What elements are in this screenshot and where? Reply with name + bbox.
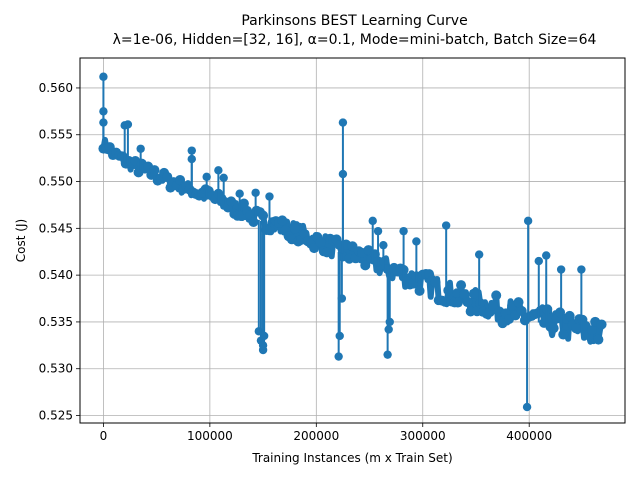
series-marker: [548, 323, 559, 334]
series-marker: [321, 247, 332, 258]
x-axis-ticks: 0 100000 200000 300000 400000: [100, 423, 552, 443]
series-marker: [587, 325, 598, 336]
spike-marker: [441, 221, 451, 230]
spike-marker: [412, 237, 421, 246]
series-marker: [452, 297, 463, 308]
series-marker: [488, 300, 499, 311]
series-marker: [513, 297, 524, 308]
chart-subtitle: λ=1e-06, Hidden=[32, 16], α=0.1, Mode=mi…: [113, 32, 597, 48]
series-marker: [315, 237, 326, 248]
data-series: [98, 72, 607, 412]
series-marker: [290, 223, 301, 234]
spike-marker: [379, 240, 388, 250]
spike-marker: [534, 256, 543, 266]
series-marker: [360, 260, 371, 271]
y-tick-label: 0.535: [39, 315, 73, 329]
series-marker: [555, 307, 566, 318]
spike-marker: [542, 251, 551, 260]
y-axis-label: Cost (J): [14, 219, 28, 262]
series-marker: [459, 289, 470, 300]
spike-marker: [335, 331, 344, 341]
spike-marker: [99, 72, 108, 81]
spike-marker: [259, 331, 269, 341]
y-tick-label: 0.525: [39, 409, 73, 423]
chart-title: Parkinsons BEST Learning Curve: [241, 13, 467, 29]
series-marker: [443, 285, 454, 296]
spike-marker: [99, 107, 108, 116]
series-marker: [558, 329, 569, 340]
series-marker: [456, 280, 467, 291]
spike-marker: [123, 120, 133, 129]
spike-marker: [235, 189, 244, 198]
spike-marker: [334, 352, 343, 361]
series-marker: [258, 210, 269, 221]
y-tick-label: 0.540: [39, 268, 73, 282]
series-marker: [596, 319, 607, 330]
series-marker: [571, 323, 582, 334]
series-marker: [379, 256, 390, 267]
series-marker: [309, 243, 320, 254]
spike-marker: [187, 154, 196, 164]
spike-marker: [337, 294, 347, 303]
series-marker: [491, 290, 502, 301]
spike-marker: [383, 350, 392, 359]
spike-marker: [251, 188, 260, 197]
series-marker: [475, 298, 486, 309]
series-marker: [248, 216, 259, 227]
series-marker: [430, 277, 441, 288]
spike-marker: [202, 172, 211, 182]
series-marker: [462, 297, 473, 308]
spike-marker: [385, 317, 394, 327]
series-marker: [226, 196, 237, 207]
y-tick-label: 0.545: [39, 221, 73, 235]
spike-marker: [265, 192, 274, 201]
series-marker: [264, 225, 275, 236]
y-tick-label: 0.555: [39, 128, 73, 142]
y-tick-label: 0.530: [39, 362, 73, 376]
spike-marker: [474, 250, 484, 259]
series-marker: [175, 174, 186, 185]
x-tick-label: 200000: [293, 429, 339, 443]
spike-marker: [384, 325, 393, 334]
spike-marker: [136, 144, 145, 153]
spike-marker: [577, 265, 586, 274]
y-tick-label: 0.550: [39, 175, 73, 189]
plot-frame: [79, 57, 626, 424]
series-marker: [277, 215, 288, 226]
spike-marker: [523, 216, 533, 226]
series-marker: [414, 285, 425, 296]
spike-marker: [556, 265, 566, 274]
spike-marker: [99, 118, 108, 127]
x-axis-label: Training Instances (m x Train Set): [251, 451, 452, 465]
series-marker: [149, 165, 160, 176]
spike-marker: [219, 173, 228, 182]
spike-marker: [258, 341, 268, 350]
y-tick-label: 0.560: [39, 81, 73, 95]
x-tick-label: 100000: [187, 429, 233, 443]
y-axis-ticks: 0.525 0.530 0.535 0.540 0.545 0.550 0.555 0.560: [39, 81, 80, 423]
series-marker: [593, 334, 604, 345]
spike-marker: [187, 146, 196, 155]
series-marker: [516, 306, 527, 317]
x-tick-label: 400000: [506, 429, 552, 443]
spike-marker: [214, 166, 223, 175]
series-marker: [468, 288, 479, 299]
spike-marker: [338, 118, 348, 127]
series-marker: [542, 304, 553, 315]
x-tick-label: 300000: [400, 429, 446, 443]
spike-marker: [368, 216, 377, 226]
spike-marker: [522, 402, 532, 412]
spike-marker: [373, 226, 383, 236]
series-marker: [564, 310, 575, 321]
spike-marker: [399, 226, 408, 236]
x-tick-label: 0: [100, 429, 108, 443]
